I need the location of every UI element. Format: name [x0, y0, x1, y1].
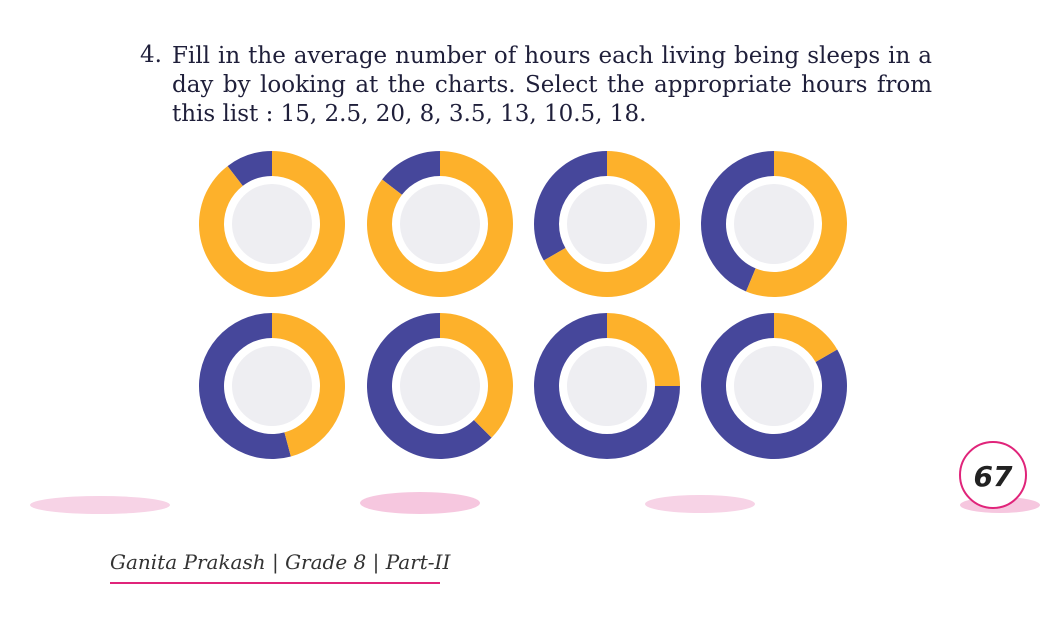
awake-segment	[543, 151, 680, 297]
page-number-circle	[959, 441, 1027, 509]
sleep-segment	[367, 313, 492, 459]
footer: Ganita Prakash | Grade 8 | Part-II	[110, 550, 451, 574]
sleep-segment	[534, 151, 607, 261]
sleep-segment	[701, 313, 847, 459]
sleep-segment	[382, 151, 440, 195]
animal-illustration	[400, 184, 480, 264]
question-number: 4.	[140, 42, 162, 68]
animal-illustration	[734, 184, 814, 264]
awake-segment	[746, 151, 847, 297]
question-text: Fill in the average number of hours each…	[172, 43, 932, 127]
animal-illustration	[567, 184, 647, 264]
sleep-segment	[227, 151, 272, 186]
animal-illustration	[232, 184, 312, 264]
sleep-segment	[198, 313, 291, 459]
decor	[645, 495, 755, 513]
decor	[360, 492, 480, 514]
decor	[30, 496, 170, 514]
page-number: 67	[974, 460, 1013, 493]
sleep-segment	[700, 151, 774, 292]
animal-illustration	[232, 346, 312, 426]
awake-segment	[198, 151, 346, 297]
awake-segment	[774, 313, 838, 362]
awake-segment	[607, 313, 680, 386]
animal-illustration	[734, 346, 814, 426]
awake-segment	[272, 313, 345, 457]
animal-illustration	[400, 346, 480, 426]
sleep-segment	[534, 313, 680, 459]
awake-segment	[440, 313, 514, 438]
awake-segment	[367, 151, 513, 298]
animal-illustration	[567, 346, 647, 426]
